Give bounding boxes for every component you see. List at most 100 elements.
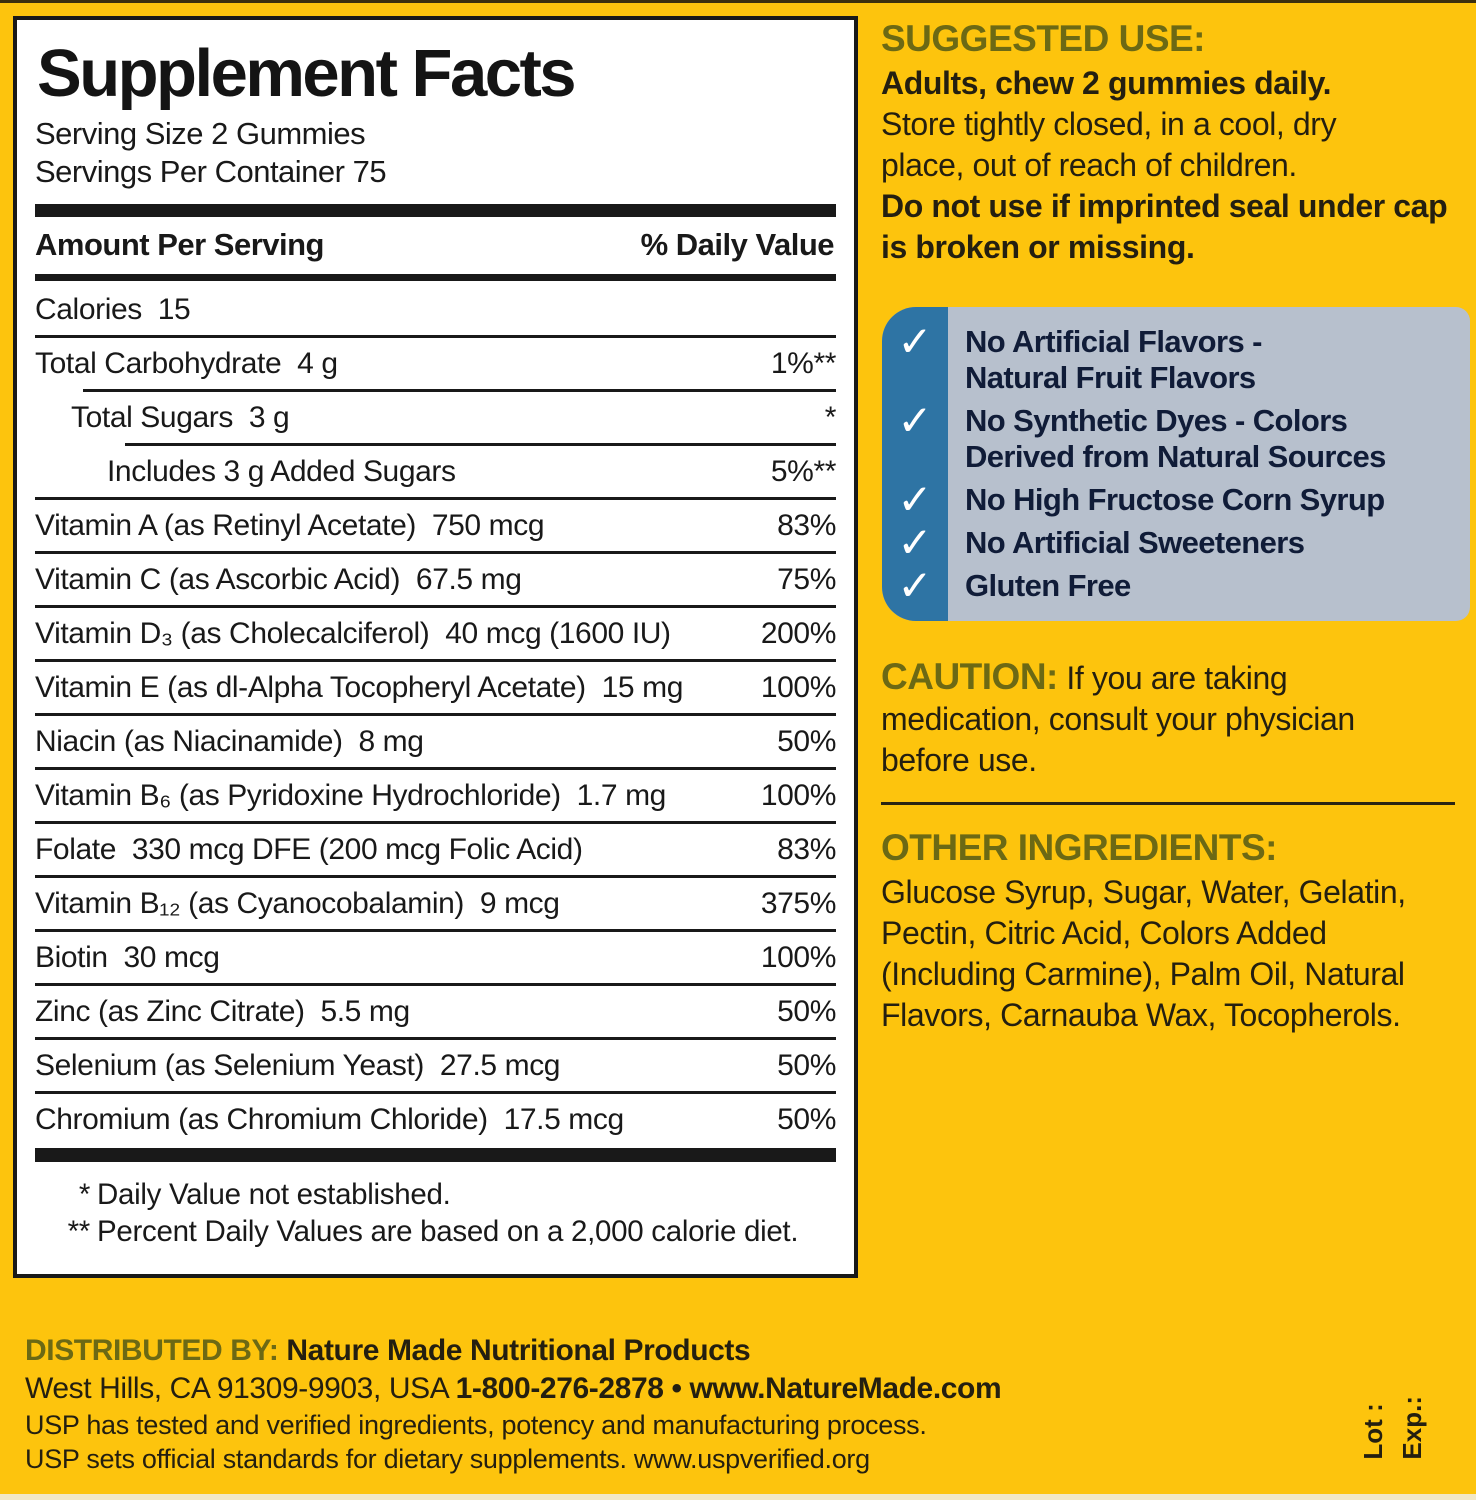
- other-ingredients-text: Glucose Syrup, Sugar, Water, Gelatin, Pe…: [881, 874, 1406, 1033]
- seal-warning: Do not use if imprinted seal under cap i…: [881, 188, 1448, 265]
- divider-thick-bottom: [35, 1148, 836, 1163]
- servings-per-container: Servings Per Container 75: [35, 154, 387, 190]
- lot-exp-block: Lot : Exp.:: [1358, 1396, 1428, 1460]
- benefit-text: No Synthetic Dyes - Colors Derived from …: [965, 403, 1386, 474]
- section-divider-line: [881, 802, 1455, 805]
- table-row: Vitamin B₆ (as Pyridoxine Hydrochloride)…: [35, 767, 837, 821]
- table-row: Biotin 30 mcg 100%: [35, 929, 837, 983]
- benefit-text: No High Fructose Corn Syrup: [965, 482, 1385, 517]
- divider-thick-top: [35, 204, 836, 218]
- nutrient-table: Calories 15 Total Carbohydrate 4 g 1%** Tot…: [35, 284, 836, 1145]
- benefit-text: No Artificial Sweeteners: [965, 525, 1305, 560]
- daily-value: 100%: [760, 940, 837, 974]
- exp-label: Exp.:: [1397, 1396, 1427, 1460]
- storage-instructions: Store tightly closed, in a cool, dry pla…: [881, 106, 1337, 183]
- daily-value: *: [824, 400, 837, 434]
- daily-value: 200%: [760, 616, 837, 650]
- supplement-facts-panel: Supplement Facts Serving Size 2 Gummies …: [13, 16, 858, 1278]
- other-ingredients-section: OTHER INGREDIENTS: Glucose Syrup, Sugar,…: [881, 827, 1476, 1036]
- caution-text: If you are taking medication, consult yo…: [881, 660, 1355, 778]
- nutrient-label: Vitamin D₃ (as Cholecalciferol) 40 mcg (…: [35, 616, 671, 650]
- benefits-list: ✓ No Artificial Flavors - Natural Fruit F…: [882, 307, 1470, 621]
- lot-label: Lot :: [1358, 1403, 1388, 1460]
- table-row: Vitamin B₁₂ (as Cyanocobalamin) 9 mcg 375…: [35, 875, 837, 929]
- footnote-mark: **: [67, 1215, 91, 1249]
- daily-value: 50%: [777, 994, 836, 1028]
- nutrient-label: Chromium (as Chromium Chloride) 17.5 mcg: [35, 1102, 624, 1136]
- serving-size: Serving Size 2 Gummies: [35, 116, 366, 152]
- footnote-mark: *: [78, 1178, 90, 1212]
- distributed-by-label: DISTRIBUTED BY:: [25, 1334, 279, 1367]
- divider-medium: [35, 274, 836, 282]
- table-row: Vitamin A (as Retinyl Acetate) 750 mcg 83…: [35, 497, 836, 551]
- table-row: Folate 330 mcg DFE (200 mcg Folic Acid) 8…: [35, 821, 836, 875]
- checkmark-icon: ✓: [897, 397, 933, 444]
- benefits-box: ✓ No Artificial Flavors - Natural Fruit F…: [882, 307, 1470, 621]
- table-row: Selenium (as Selenium Yeast) 27.5 mcg 50%: [35, 1037, 836, 1091]
- nutrient-label: Vitamin C (as Ascorbic Acid) 67.5 mg: [35, 562, 522, 596]
- table-row: Includes 3 g Added Sugars 5%**: [35, 443, 837, 497]
- table-row: Zinc (as Zinc Citrate) 5.5 mg 50%: [35, 983, 836, 1037]
- caution-section: CAUTION: If you are taking medication, c…: [881, 656, 1455, 781]
- nutrient-label: Total Sugars 3 g: [71, 400, 290, 434]
- daily-value: 50%: [777, 1048, 836, 1082]
- nutrient-label: Vitamin B₆ (as Pyridoxine Hydrochloride)…: [35, 778, 666, 812]
- benefit-text: Gluten Free: [965, 568, 1131, 603]
- nutrient-label: Zinc (as Zinc Citrate) 5.5 mg: [35, 994, 410, 1028]
- benefit-item: ✓ No Artificial Flavors - Natural Fruit F…: [882, 318, 1460, 396]
- daily-value: 5%**: [770, 454, 837, 488]
- usp-verified-line: USP has tested and verified ingredients,…: [25, 1410, 927, 1440]
- checkmark-icon: ✓: [897, 519, 933, 566]
- bottom-edge-line: [0, 1494, 1476, 1500]
- daily-value: 100%: [760, 670, 837, 704]
- nutrient-label: Niacin (as Niacinamide) 8 mg: [35, 724, 424, 758]
- suggested-use-heading: SUGGESTED USE:: [881, 18, 1206, 59]
- daily-value: 75%: [777, 562, 836, 596]
- address-line: West Hills, CA 91309-9903, USA 1-800-276…: [25, 1370, 1355, 1408]
- usp-website-text: www.uspverified.org: [633, 1444, 870, 1474]
- nutrient-label: Folate 330 mcg DFE (200 mcg Folic Acid): [35, 832, 583, 866]
- benefit-item: ✓ No High Fructose Corn Syrup: [882, 476, 1460, 523]
- daily-value: 375%: [760, 886, 837, 920]
- distributed-by-line: DISTRIBUTED BY: Nature Made Nutritional …: [25, 1332, 1355, 1370]
- checkmark-icon: ✓: [897, 318, 933, 365]
- table-row: Vitamin C (as Ascorbic Acid) 67.5 mg 75%: [35, 551, 836, 605]
- nutrient-label: Includes 3 g Added Sugars: [107, 454, 456, 488]
- benefit-item: ✓ No Synthetic Dyes - Colors Derived from…: [882, 397, 1460, 475]
- panel-title: Supplement Facts: [37, 36, 577, 111]
- distributed-by-value: Nature Made Nutritional Products: [278, 1334, 751, 1367]
- footnote-text: Daily Value not established.: [97, 1178, 451, 1212]
- nutrient-label: Vitamin A (as Retinyl Acetate) 750 mcg: [35, 508, 545, 542]
- table-row: Vitamin E (as dl-Alpha Tocopheryl Acetat…: [35, 659, 837, 713]
- benefit-text: No Artificial Flavors - Natural Fruit Fl…: [965, 324, 1262, 395]
- footnote-percent-dv: ** Percent Daily Values are based on a 2…: [35, 1213, 836, 1250]
- usp-standards-line: USP sets official standards for dietary …: [25, 1442, 1355, 1476]
- table-row: Total Sugars 3 g *: [35, 389, 837, 443]
- nutrient-label: Selenium (as Selenium Yeast) 27.5 mcg: [35, 1048, 561, 1082]
- benefit-item: ✓ No Artificial Sweeteners: [882, 519, 1460, 566]
- nutrient-label: Vitamin E (as dl-Alpha Tocopheryl Acetat…: [35, 670, 683, 704]
- nutrient-label: Calories 15: [35, 292, 191, 326]
- footnotes: * Daily Value not established. ** Percen…: [35, 1176, 836, 1250]
- nutrient-label: Vitamin B₁₂ (as Cyanocobalamin) 9 mcg: [35, 886, 560, 920]
- suggested-use-section: SUGGESTED USE: Adults, chew 2 gummies da…: [881, 18, 1473, 268]
- nutrient-label: Total Carbohydrate 4 g: [35, 346, 338, 380]
- checkmark-strip: [882, 307, 948, 621]
- checkmark-icon: ✓: [897, 476, 933, 523]
- distributor-section: DISTRIBUTED BY: Nature Made Nutritional …: [25, 1332, 1355, 1476]
- table-row: Vitamin D₃ (as Cholecalciferol) 40 mcg (…: [35, 605, 837, 659]
- column-header-amount: Amount Per Serving: [35, 227, 325, 263]
- nutrient-label: Biotin 30 mcg: [35, 940, 220, 974]
- usp-standards-text: USP sets official standards for dietary …: [25, 1444, 634, 1474]
- column-header-daily-value: % Daily Value: [640, 227, 835, 263]
- table-row: Chromium (as Chromium Chloride) 17.5 mcg…: [35, 1091, 836, 1145]
- daily-value: 50%: [777, 1102, 836, 1136]
- table-header-row: Amount Per Serving % Daily Value: [35, 217, 836, 274]
- footnote-dv-not-established: * Daily Value not established.: [35, 1176, 836, 1213]
- checkmark-icon: ✓: [897, 562, 933, 609]
- phone-website-text: 1-800-276-2878 • www.NatureMade.com: [455, 1372, 1002, 1405]
- daily-value: 100%: [760, 778, 837, 812]
- daily-value: 83%: [777, 508, 836, 542]
- daily-value: 50%: [777, 724, 836, 758]
- top-edge-line: [0, 0, 1476, 3]
